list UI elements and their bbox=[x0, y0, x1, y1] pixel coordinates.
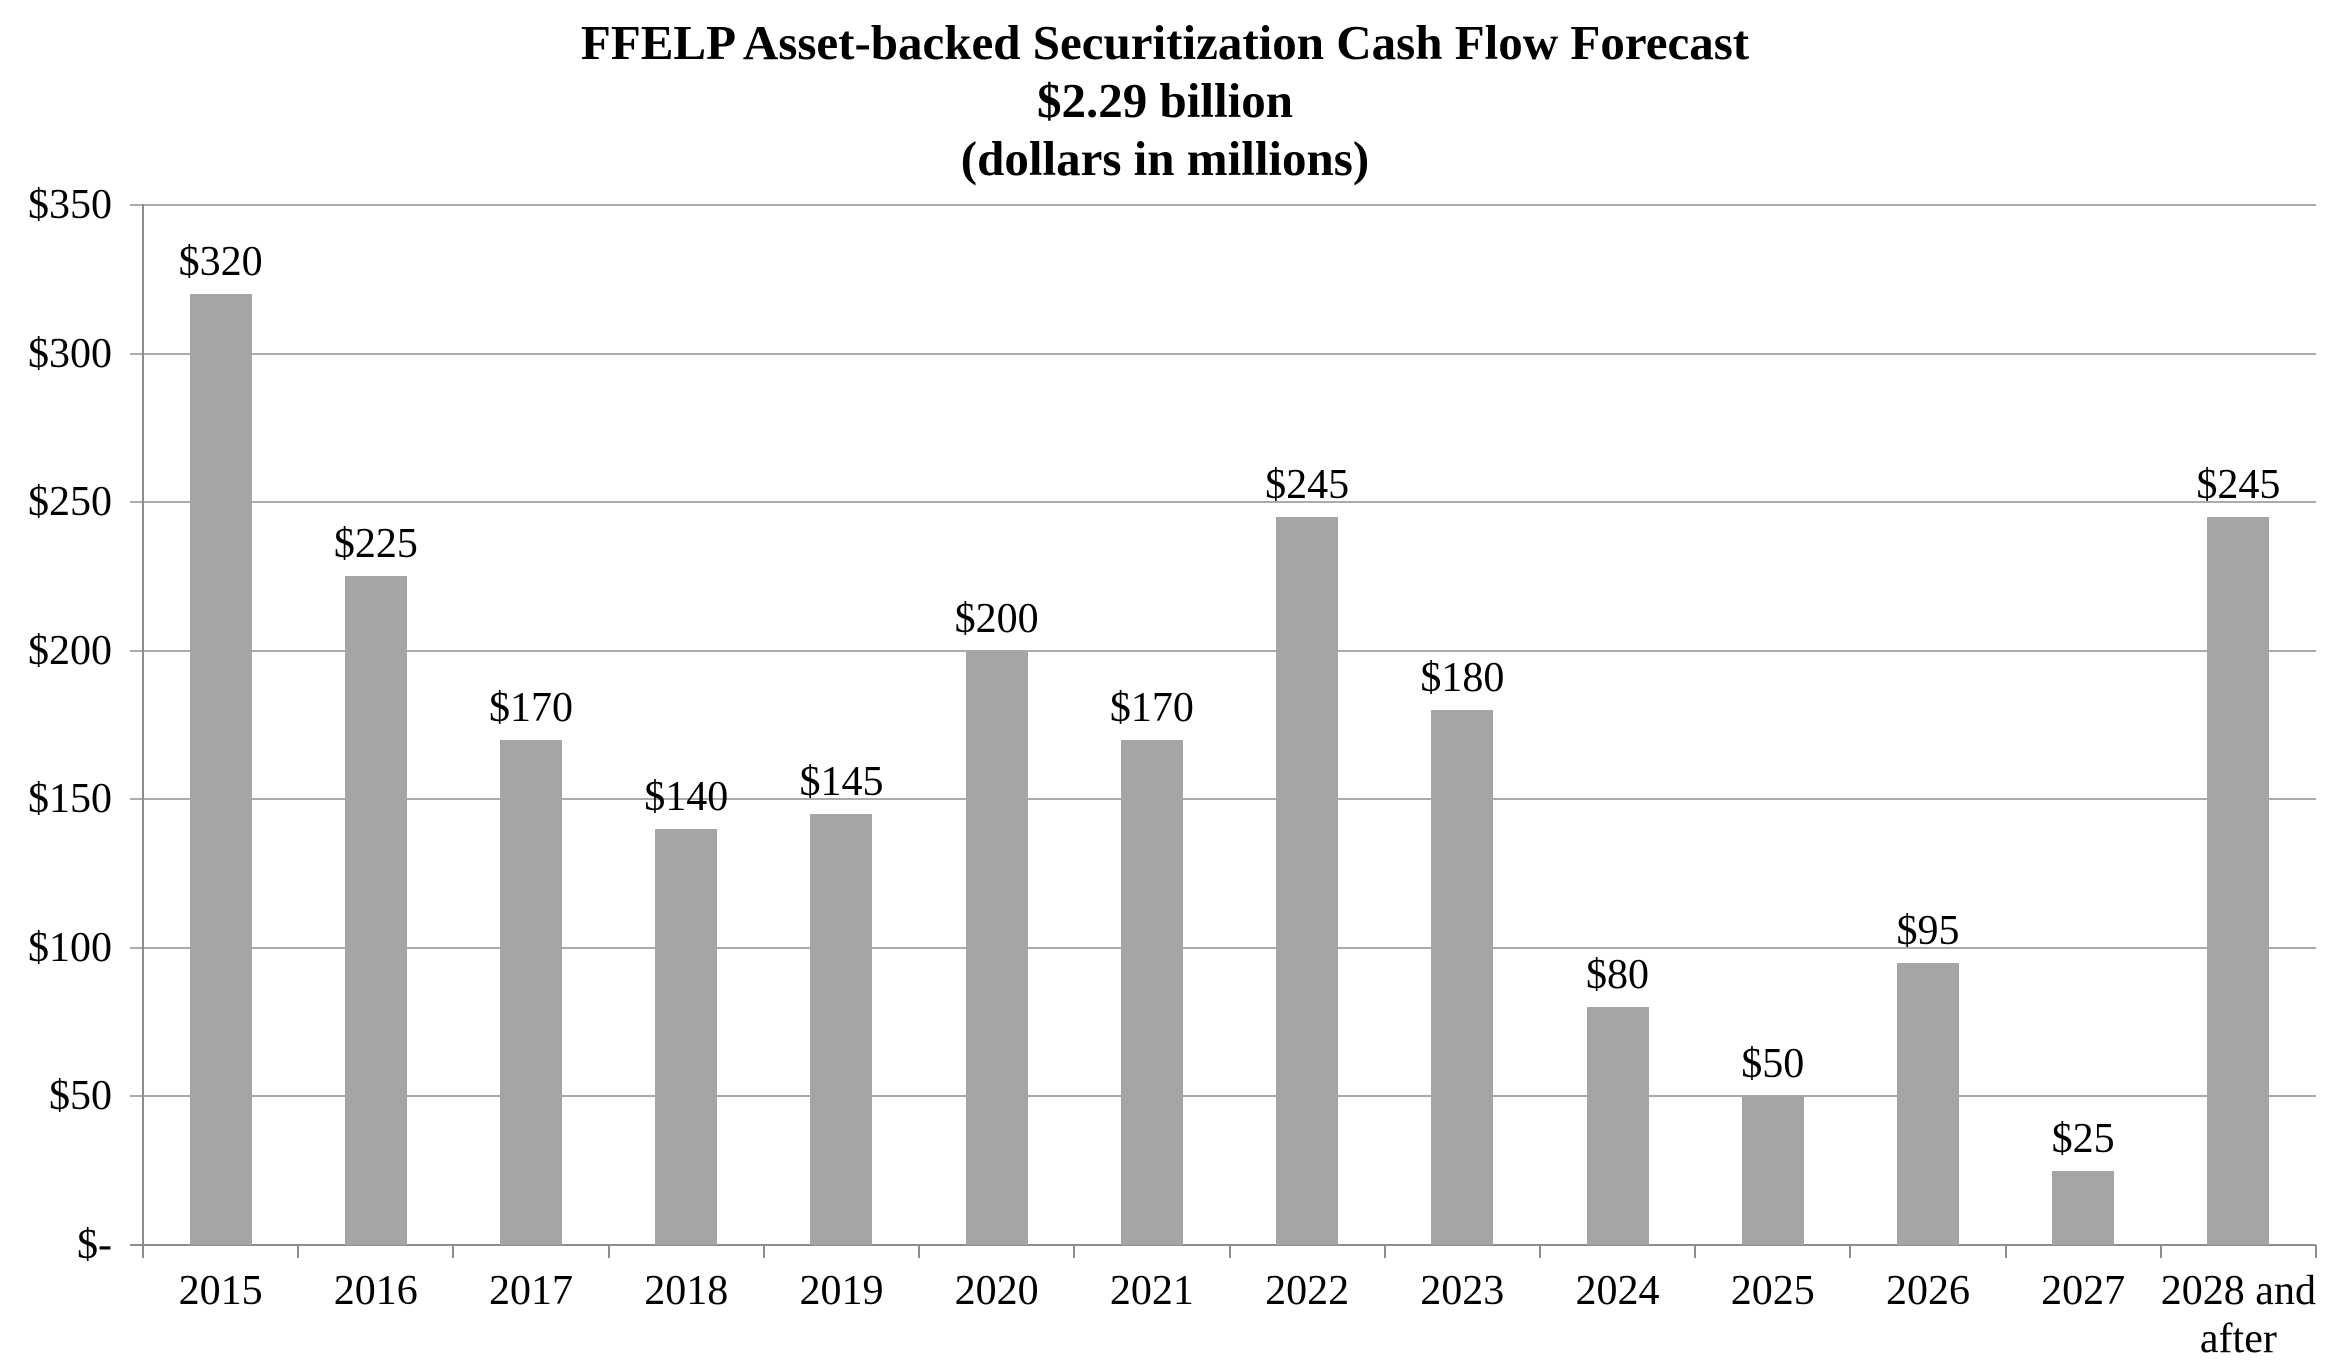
chart-title-line3: (dollars in millions) bbox=[960, 131, 1370, 186]
chart-title: FFELP Asset-backed Securitization Cash F… bbox=[0, 14, 2330, 188]
bar bbox=[2052, 1170, 2115, 1245]
x-category-label: 2025 bbox=[1730, 1268, 1815, 1314]
bar bbox=[1741, 1096, 1804, 1245]
bar bbox=[1586, 1007, 1649, 1245]
bar-value-label: $25 bbox=[2051, 1115, 2115, 1162]
bar-value-label: $95 bbox=[1896, 907, 1960, 954]
x-category-label: 2026 bbox=[1885, 1268, 1970, 1314]
bar-value-label: $170 bbox=[1109, 684, 1194, 731]
x-category-label: 2022 bbox=[1265, 1268, 1350, 1314]
x-category-label: 2020 bbox=[954, 1268, 1039, 1314]
bar bbox=[1276, 517, 1339, 1245]
bar bbox=[810, 814, 873, 1245]
y-gridline bbox=[130, 798, 2316, 801]
chart-title-line1: FFELP Asset-backed Securitization Cash F… bbox=[580, 15, 1750, 70]
bar bbox=[655, 829, 718, 1245]
x-axis-tick bbox=[142, 1245, 144, 1258]
y-axis-label: $250 bbox=[28, 479, 112, 526]
x-axis-tick bbox=[1073, 1245, 1076, 1258]
bar bbox=[344, 576, 407, 1245]
x-axis-tick bbox=[918, 1245, 921, 1258]
x-axis-tick bbox=[1538, 1245, 1541, 1258]
x-axis-tick bbox=[762, 1245, 765, 1258]
y-axis-label: $50 bbox=[49, 1073, 112, 1120]
bar-value-label: $245 bbox=[2196, 462, 2281, 508]
x-category-label: 2021 bbox=[1109, 1268, 1194, 1314]
x-category-label: 2016 bbox=[333, 1268, 418, 1314]
bar-value-label: $180 bbox=[1420, 655, 1505, 702]
y-gridline bbox=[130, 204, 2316, 206]
x-category-label: 2018 bbox=[644, 1268, 729, 1314]
bar-value-label: $200 bbox=[954, 595, 1039, 642]
x-axis-line bbox=[130, 1244, 2316, 1246]
y-gridline bbox=[130, 1095, 2316, 1098]
x-axis-tick bbox=[1383, 1245, 1386, 1258]
x-axis-tick bbox=[297, 1245, 300, 1258]
bar bbox=[1896, 962, 1959, 1245]
y-axis-label: $200 bbox=[28, 627, 112, 674]
y-axis-label: $- bbox=[77, 1222, 112, 1268]
y-axis-label: $150 bbox=[28, 776, 112, 823]
x-axis-tick bbox=[2315, 1245, 2317, 1258]
bar-value-label: $140 bbox=[644, 774, 729, 820]
x-category-label: 2028 and after bbox=[2160, 1268, 2316, 1362]
x-axis-tick bbox=[1849, 1245, 1852, 1258]
bar-value-label: $50 bbox=[1741, 1041, 1805, 1088]
bar bbox=[2207, 517, 2270, 1245]
y-axis-label: $100 bbox=[28, 924, 112, 971]
y-gridline bbox=[130, 649, 2316, 652]
y-gridline bbox=[130, 352, 2316, 355]
bar bbox=[500, 739, 563, 1245]
x-category-label: 2024 bbox=[1575, 1268, 1660, 1314]
x-axis-tick bbox=[2004, 1245, 2007, 1258]
chart-title-line2: $2.29 billion bbox=[1037, 73, 1293, 128]
bar-value-label: $170 bbox=[489, 684, 574, 731]
y-axis-label: $350 bbox=[28, 182, 112, 228]
y-gridline bbox=[130, 501, 2316, 504]
x-category-label: 2027 bbox=[2041, 1268, 2126, 1314]
bar bbox=[965, 650, 1028, 1245]
bar bbox=[1120, 739, 1183, 1245]
x-axis-tick bbox=[1228, 1245, 1231, 1258]
x-category-label: 2015 bbox=[178, 1268, 263, 1314]
x-axis-tick bbox=[607, 1245, 610, 1258]
bar-value-label: $225 bbox=[333, 521, 418, 568]
x-category-label: 2023 bbox=[1420, 1268, 1505, 1314]
bar-value-label: $320 bbox=[178, 239, 263, 286]
x-category-label: 2017 bbox=[489, 1268, 574, 1314]
bar-value-label: $80 bbox=[1586, 952, 1650, 999]
bar-value-label: $145 bbox=[799, 759, 884, 806]
y-gridline bbox=[130, 946, 2316, 949]
y-axis-line bbox=[142, 204, 144, 1245]
x-axis-tick bbox=[2159, 1245, 2162, 1258]
x-axis-tick bbox=[452, 1245, 455, 1258]
x-category-label: 2019 bbox=[799, 1268, 884, 1314]
bar bbox=[1431, 710, 1494, 1245]
bar-value-label: $245 bbox=[1265, 462, 1350, 508]
x-axis-tick bbox=[1694, 1245, 1697, 1258]
bar bbox=[189, 294, 252, 1245]
y-axis-label: $300 bbox=[28, 330, 112, 377]
